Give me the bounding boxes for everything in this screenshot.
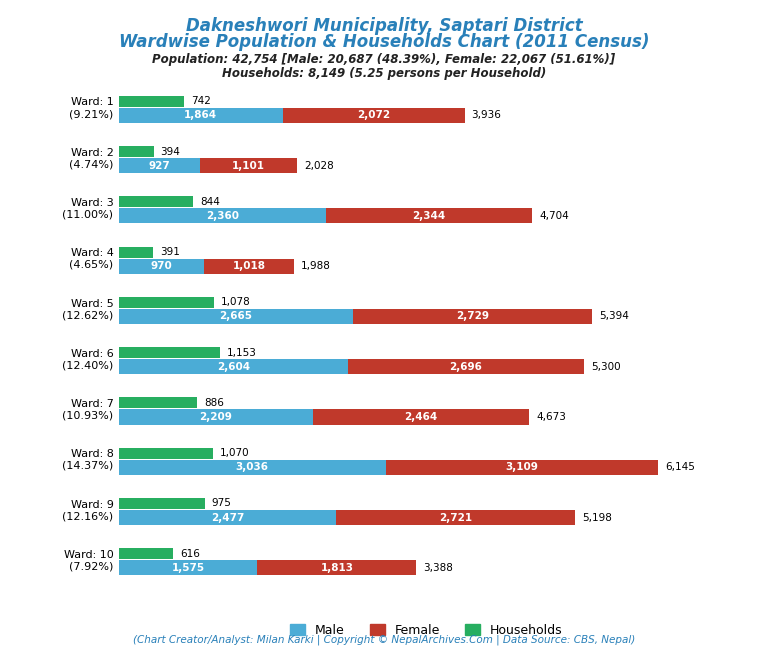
Bar xyxy=(119,196,193,207)
Bar xyxy=(119,158,200,173)
Text: (Chart Creator/Analyst: Milan Karki | Copyright © NepalArchives.Com | Data Sourc: (Chart Creator/Analyst: Milan Karki | Co… xyxy=(133,634,635,645)
Text: 2,477: 2,477 xyxy=(211,513,244,523)
Bar xyxy=(119,146,154,157)
Text: 3,036: 3,036 xyxy=(236,462,269,472)
Text: 2,665: 2,665 xyxy=(220,312,253,322)
Bar xyxy=(200,158,297,173)
Text: 2,729: 2,729 xyxy=(456,312,489,322)
Bar xyxy=(353,309,592,324)
Text: 4,704: 4,704 xyxy=(539,211,568,221)
Text: 5,198: 5,198 xyxy=(582,513,612,523)
Bar xyxy=(119,309,353,324)
Text: 2,209: 2,209 xyxy=(200,412,233,422)
Text: 394: 394 xyxy=(161,147,180,157)
Text: 1,988: 1,988 xyxy=(300,261,330,271)
Bar xyxy=(119,208,326,223)
Bar xyxy=(283,108,465,123)
Text: 742: 742 xyxy=(191,96,211,106)
Text: 2,696: 2,696 xyxy=(449,362,482,372)
Text: Dakneshwori Municipality, Saptari District: Dakneshwori Municipality, Saptari Distri… xyxy=(186,17,582,35)
Bar xyxy=(119,398,197,408)
Text: Households: 8,149 (5.25 persons per Household): Households: 8,149 (5.25 persons per Hous… xyxy=(222,67,546,80)
Text: 3,388: 3,388 xyxy=(423,563,453,573)
Bar xyxy=(313,410,529,424)
Text: 970: 970 xyxy=(151,261,173,271)
Text: 2,344: 2,344 xyxy=(412,211,445,221)
Text: 927: 927 xyxy=(149,161,170,170)
Text: 2,360: 2,360 xyxy=(206,211,239,221)
Text: 616: 616 xyxy=(180,549,200,559)
Bar xyxy=(119,510,336,525)
Bar xyxy=(119,258,204,274)
Text: 844: 844 xyxy=(200,196,220,206)
Bar xyxy=(119,548,173,559)
Text: 3,936: 3,936 xyxy=(472,111,502,121)
Bar xyxy=(119,297,214,308)
Bar xyxy=(119,246,154,258)
Text: 5,394: 5,394 xyxy=(600,312,629,322)
Bar xyxy=(119,498,204,509)
Text: 1,078: 1,078 xyxy=(220,297,250,307)
Text: Wardwise Population & Households Chart (2011 Census): Wardwise Population & Households Chart (… xyxy=(119,33,649,51)
Bar xyxy=(204,258,293,274)
Text: 2,721: 2,721 xyxy=(439,513,472,523)
Bar xyxy=(119,108,283,123)
Text: 975: 975 xyxy=(212,498,231,508)
Bar xyxy=(119,96,184,107)
Bar xyxy=(119,347,220,358)
Text: 2,072: 2,072 xyxy=(357,111,390,121)
Bar xyxy=(119,410,313,424)
Text: 2,604: 2,604 xyxy=(217,362,250,372)
Text: 2,464: 2,464 xyxy=(405,412,438,422)
Bar xyxy=(336,510,575,525)
Bar xyxy=(257,560,416,575)
Text: 391: 391 xyxy=(161,247,180,257)
Bar xyxy=(348,359,584,374)
Text: 1,575: 1,575 xyxy=(171,563,205,573)
Text: Population: 42,754 [Male: 20,687 (48.39%), Female: 22,067 (51.61%)]: Population: 42,754 [Male: 20,687 (48.39%… xyxy=(152,53,616,67)
Text: 1,070: 1,070 xyxy=(220,448,250,458)
Text: 2,028: 2,028 xyxy=(304,161,334,170)
Text: 5,300: 5,300 xyxy=(591,362,621,372)
Text: 1,864: 1,864 xyxy=(184,111,217,121)
Text: 1,101: 1,101 xyxy=(232,161,265,170)
Text: 6,145: 6,145 xyxy=(665,462,695,472)
Bar xyxy=(119,460,386,475)
Bar xyxy=(119,560,257,575)
Text: 1,813: 1,813 xyxy=(320,563,353,573)
Text: 1,018: 1,018 xyxy=(233,261,266,271)
Text: 4,673: 4,673 xyxy=(536,412,566,422)
Bar xyxy=(386,460,658,475)
Bar xyxy=(119,359,348,374)
Bar xyxy=(326,208,532,223)
Text: 886: 886 xyxy=(204,398,223,408)
Bar xyxy=(119,448,213,459)
Legend: Male, Female, Households: Male, Female, Households xyxy=(285,619,568,642)
Text: 3,109: 3,109 xyxy=(505,462,538,472)
Text: 1,153: 1,153 xyxy=(227,348,257,358)
